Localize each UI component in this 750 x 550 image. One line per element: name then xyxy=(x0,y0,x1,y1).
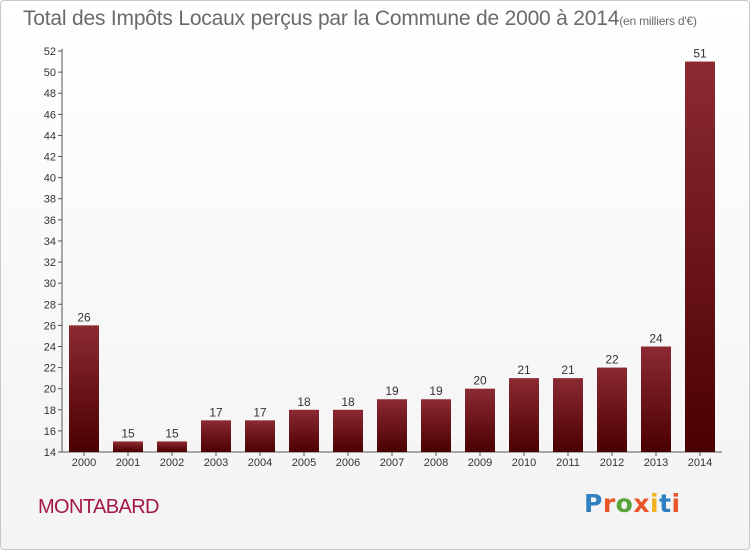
logo-letter: t xyxy=(659,489,672,518)
bar-2001 xyxy=(113,441,143,452)
y-tick-label: 32 xyxy=(44,257,56,269)
bar-2006 xyxy=(333,409,363,452)
y-tick-label: 44 xyxy=(44,130,56,142)
data-label-2003: 17 xyxy=(209,405,223,419)
x-axis: 2000 2001 2002 2003 2004 2005 2006 2007 2008 2009… xyxy=(62,451,722,469)
bar-2010 xyxy=(509,378,539,452)
x-tick-label-2011: 2011 xyxy=(556,457,580,469)
y-axis: 14 16 18 20 22 24 26 28 30 32 34 36 38 40 42 44 46 48 50 52 xyxy=(44,46,63,459)
y-tick-label: 22 xyxy=(44,363,56,375)
y-tick-label: 36 xyxy=(44,215,56,227)
logo-letter: P xyxy=(584,489,603,518)
y-tick-label: 28 xyxy=(44,299,56,311)
y-tick-label: 16 xyxy=(44,426,56,438)
logo-letter: i xyxy=(650,489,660,518)
x-tick-label-2008: 2008 xyxy=(424,457,448,469)
bar-2007 xyxy=(377,399,407,452)
data-label-2012: 22 xyxy=(605,353,619,367)
x-tick-label-2006: 2006 xyxy=(336,457,360,469)
bar-2003 xyxy=(201,420,231,452)
x-tick-label-2010: 2010 xyxy=(512,457,536,469)
x-tick-label-2007: 2007 xyxy=(380,457,404,469)
data-label-2001: 15 xyxy=(121,426,135,440)
y-tick-label: 18 xyxy=(44,405,56,417)
y-tick-label: 46 xyxy=(44,109,56,121)
y-tick-label: 34 xyxy=(44,236,56,248)
y-tick-label: 52 xyxy=(44,46,56,58)
bar-2011 xyxy=(553,378,583,452)
logo-letter: x xyxy=(633,489,650,518)
bars xyxy=(69,61,715,452)
x-tick-label-2005: 2005 xyxy=(292,457,316,469)
data-label-2010: 21 xyxy=(517,363,531,377)
x-tick-label-2004: 2004 xyxy=(248,457,272,469)
x-tick-label-2013: 2013 xyxy=(644,457,668,469)
x-tick-label-2000: 2000 xyxy=(72,457,96,469)
y-tick-label: 14 xyxy=(44,447,56,459)
x-tick-label-2012: 2012 xyxy=(600,457,624,469)
y-tick-label: 26 xyxy=(44,320,56,332)
data-label-2011: 21 xyxy=(561,363,575,377)
bar-2014 xyxy=(685,61,715,452)
x-tick-label-2003: 2003 xyxy=(204,457,228,469)
bar-2008 xyxy=(421,399,451,452)
x-tick-label-2001: 2001 xyxy=(116,457,140,469)
y-tick-label: 20 xyxy=(44,384,56,396)
bar-2002 xyxy=(157,441,187,452)
data-label-2006: 18 xyxy=(341,395,355,409)
logo-letter: i xyxy=(671,489,681,518)
chart-unit: (en milliers d'€) xyxy=(619,14,697,28)
y-tick-label: 38 xyxy=(44,194,56,206)
y-tick-label: 48 xyxy=(44,88,56,100)
x-tick-label-2014: 2014 xyxy=(688,457,712,469)
data-label-2007: 19 xyxy=(385,384,399,398)
data-label-2005: 18 xyxy=(297,395,311,409)
data-label-2000: 26 xyxy=(77,310,91,324)
x-tick-label-2009: 2009 xyxy=(468,457,492,469)
data-label-2004: 17 xyxy=(253,405,267,419)
data-labels: 26 15 15 17 17 18 18 19 19 20 21 21 22 24 51 xyxy=(77,47,707,441)
data-label-2014: 51 xyxy=(693,47,707,61)
bar-2005 xyxy=(289,409,319,452)
chart-title: Total des Impôts Locaux perçus par la Co… xyxy=(23,7,697,31)
bar-2009 xyxy=(465,388,495,452)
y-tick-label: 42 xyxy=(44,152,56,164)
x-tick-label-2002: 2002 xyxy=(160,457,184,469)
bar-2013 xyxy=(641,346,671,452)
proxiti-logo[interactable]: Proxiti xyxy=(584,489,681,518)
y-tick-label: 30 xyxy=(44,278,56,290)
y-tick-label: 24 xyxy=(44,341,56,353)
y-tick-label: 40 xyxy=(44,173,56,185)
chart-title-text: Total des Impôts Locaux perçus par la Co… xyxy=(23,7,620,30)
commune-name: MONTABARD xyxy=(38,496,160,518)
bar-2004 xyxy=(245,420,275,452)
data-label-2013: 24 xyxy=(649,331,663,345)
y-tick-label: 50 xyxy=(44,67,56,79)
bar-2012 xyxy=(597,367,627,452)
data-label-2008: 19 xyxy=(429,384,443,398)
logo-letter: r xyxy=(602,489,616,518)
logo-letter: o xyxy=(615,489,634,518)
bar-2000 xyxy=(69,325,99,452)
data-label-2002: 15 xyxy=(165,426,179,440)
data-label-2009: 20 xyxy=(473,374,487,388)
